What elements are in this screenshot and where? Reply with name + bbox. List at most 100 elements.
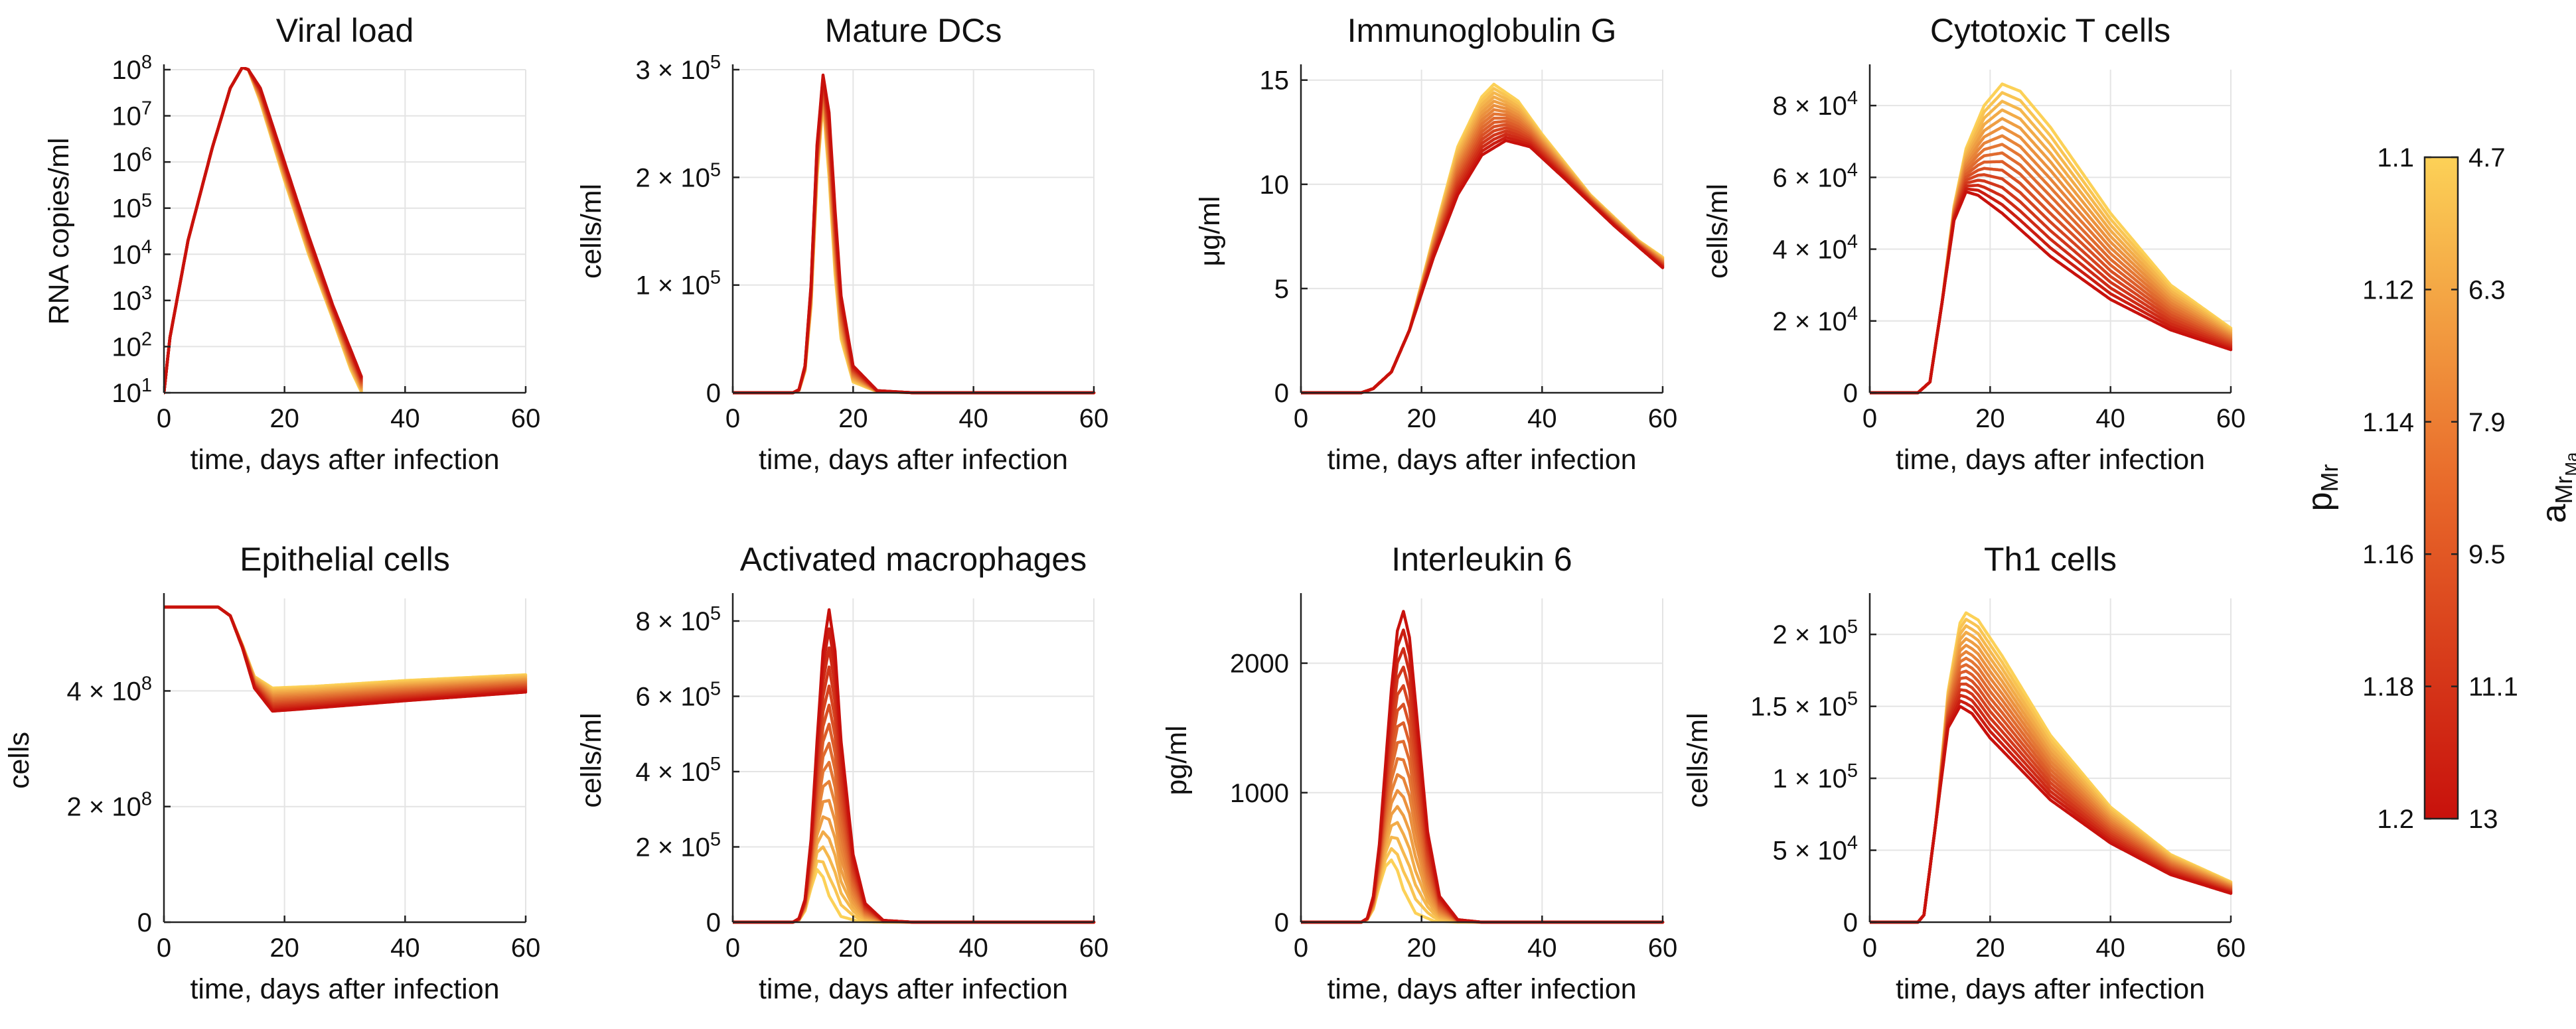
y-tick-label: 4 × 108 [67,673,152,706]
series-line [1870,190,2233,395]
x-tick-label: 60 [1648,933,1678,963]
series-line [1301,789,1665,924]
colorbar-right-tick-label: 6.3 [2468,275,2506,305]
series-line [733,703,1096,924]
series-line [1301,847,1665,924]
y-axis-label: pg/ml [1161,725,1193,795]
colorbar: 1.1 4.7 1.12 6.3 1.14 7.9 1.16 9.5 1.18 11.1 1.2 13… [2301,143,2576,834]
y-tick-label: 6 × 104 [1773,159,1858,192]
series-line [1870,705,2233,924]
series-line [733,742,1096,924]
series-line [164,67,363,395]
series-line [1301,139,1665,395]
series-line [1301,757,1665,924]
series-line [1301,135,1665,395]
panel-title: Activated macrophages [740,541,1087,578]
y-tick-label: 5 [1274,275,1289,304]
colorbar-left-tick-label: 1.16 [2362,540,2414,569]
x-tick-label: 60 [1079,404,1109,433]
series-line [1301,628,1665,924]
series-line [164,605,528,691]
x-tick-label: 60 [2216,404,2246,433]
series-line [733,722,1096,924]
series-line [1870,682,2233,924]
series-line [1870,173,2233,395]
panel-title: Immunoglobulin G [1347,12,1617,49]
series-line [1301,835,1665,924]
series-line [1301,132,1665,395]
y-axis-label: cells/ml [1682,713,1714,807]
y-tick-label: 2000 [1230,650,1289,679]
series-line [1301,647,1665,924]
series-line [733,77,1096,395]
x-axis-label: time, days after infection [1896,444,2205,476]
colorbar-left-tick-label: 1.12 [2362,275,2414,305]
x-tick-label: 40 [390,933,420,963]
y-axis-label: cells/ml [575,713,607,807]
series-line [733,82,1096,395]
x-tick-label: 20 [1406,933,1436,963]
y-tick-label: 2 × 104 [1773,303,1858,336]
y-tick-label: 102 [112,328,152,362]
x-axis-label: time, days after infection [759,973,1068,1005]
y-tick-label: 101 [112,375,152,408]
y-tick-label: 107 [112,98,152,131]
panel-title: Mature DCs [825,12,1002,49]
y-tick-label: 5 × 104 [1773,833,1858,866]
y-tick-label: 0 [1843,379,1858,408]
colorbar-left-tick-label: 1.14 [2362,408,2414,437]
series-line [1301,773,1665,924]
x-tick-label: 40 [958,404,988,433]
series-line [1301,805,1665,924]
x-tick-label: 60 [1648,404,1678,433]
panel-6: 0 20 40 60 0 2 × 105 4 × 105 6 × 105 8 × 105 Acti… [575,541,1108,1005]
x-axis-label: time, days after infection [759,444,1068,476]
x-tick-label: 20 [1975,933,2005,963]
panel-4: 0 20 40 60 0 2 × 104 4 × 104 6 × 104 8 × 104 Cyto… [1702,12,2245,476]
panel-title: Interleukin 6 [1391,541,1572,578]
x-tick-label: 0 [1862,933,1877,963]
x-tick-label: 0 [725,933,740,963]
y-tick-label: 106 [112,144,152,177]
y-tick-label: 0 [706,379,721,408]
series-line [733,859,1096,924]
y-tick-label: 15 [1260,66,1290,96]
x-tick-label: 0 [157,404,171,433]
panel-5: 0 20 40 60 0 2 × 108 4 × 108 Epithelial cells ti… [3,541,540,1005]
y-axis-label: μg/ml [1194,196,1226,266]
panel-7: 0 20 40 60 0 1000 2000 Interleukin 6 time, days … [1161,541,1677,1005]
panel-2: 0 20 40 60 0 1 × 105 2 × 105 3 × 105 Mature DCs t… [575,12,1108,476]
series-line [164,605,528,690]
panel-1: 0 20 40 60 101 102 103 104 105 106 107 108 Viral loa… [43,12,540,476]
y-tick-label: 105 [112,190,152,224]
series-line [1870,91,2233,395]
series-line [733,80,1096,395]
y-tick-label: 1 × 105 [1773,760,1858,793]
x-tick-label: 40 [1527,404,1557,433]
y-tick-label: 3 × 105 [636,52,721,85]
series-line [733,93,1096,395]
series-line [733,760,1096,924]
y-tick-label: 104 [112,236,152,269]
series-group [164,67,363,395]
series-line [733,91,1096,395]
x-axis-label: time, days after infection [1896,973,2205,1005]
x-tick-label: 0 [1294,933,1308,963]
y-tick-label: 6 × 105 [636,679,721,712]
colorbar-left-tick-label: 1.1 [2377,143,2414,172]
series-line [733,627,1096,924]
series-group [733,608,1096,924]
series-line [733,868,1096,924]
series-line [1870,693,2233,924]
series-group [1870,82,2233,395]
x-tick-label: 20 [269,933,299,963]
colorbar-right-tick-label: 4.7 [2468,143,2506,172]
x-tick-label: 20 [838,404,868,433]
x-tick-label: 60 [2216,933,2246,963]
colorbar-gradient [2423,156,2459,820]
x-tick-label: 20 [838,933,868,963]
series-line [733,95,1096,395]
series-line [733,88,1096,395]
y-tick-label: 0 [706,908,721,937]
series-line [733,684,1096,924]
